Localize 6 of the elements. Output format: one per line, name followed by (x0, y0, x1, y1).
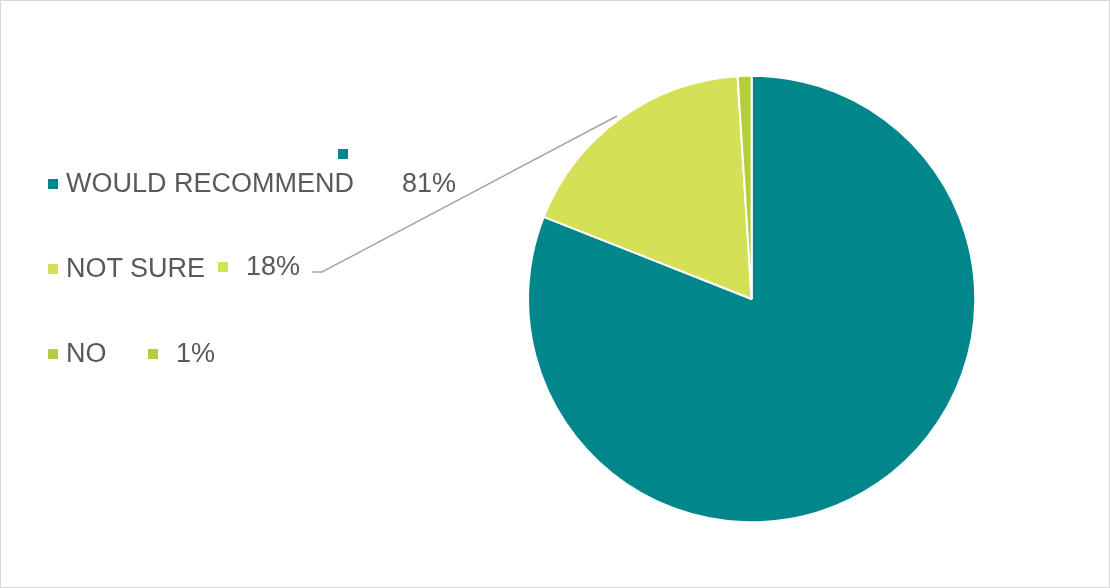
legend-label: WOULD RECOMMEND (66, 168, 354, 199)
legend-label: NOT SURE (66, 253, 206, 284)
data-label: 81% (402, 168, 457, 199)
legend-label: NO (66, 338, 107, 369)
data-label: 1% (176, 338, 216, 369)
data-label: 18% (246, 251, 301, 282)
